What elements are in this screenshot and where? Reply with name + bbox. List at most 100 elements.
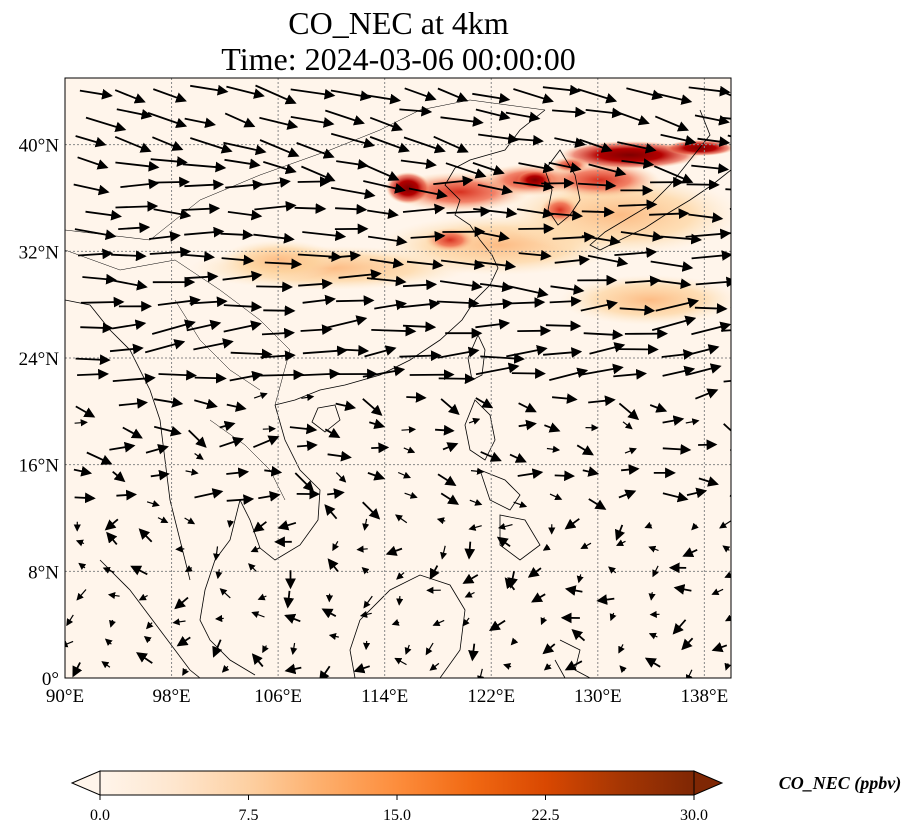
wind-arrow [107,591,120,600]
wind-arrow [622,421,633,430]
lon-tick-label: 90°E [46,686,84,707]
lat-tick-label: 40°N [19,136,60,157]
wind-arrow [325,109,365,126]
wind-arrow [74,419,88,427]
wind-arrow [554,137,586,148]
wind-arrow [259,139,300,158]
wind-arrow [542,543,551,551]
wind-arrow [691,321,731,336]
wind-arrow [297,440,318,452]
wind-arrow [549,493,563,500]
wind-arrow [672,619,687,635]
wind-arrow [479,281,513,293]
wind-arrow [118,398,148,409]
wind-arrow [153,208,192,220]
wind-arrow [733,282,774,283]
wind-arrow [517,468,544,480]
wind-arrow [219,420,236,432]
wind-arrow [79,88,113,100]
wind-arrow [74,228,117,241]
wind-arrow [655,297,700,312]
wind-arrow [543,663,552,671]
wind-arrow [697,136,731,147]
wind-arrow [283,590,295,609]
wind-arrow [157,295,201,307]
wind-arrow [576,574,584,584]
wind-arrow [215,569,223,580]
wind-arrow [250,545,261,553]
wind-arrow [468,417,481,425]
wind-arrow [138,593,148,601]
wind-arrow [330,132,375,149]
wind-arrow [399,105,433,117]
wind-arrow [224,158,261,170]
wind-arrow [371,325,417,337]
wind-arrow [577,179,617,191]
wind-arrow [685,228,731,240]
wind-arrow [400,158,437,170]
wind-arrow [686,179,720,191]
wind-arrow [506,344,548,358]
wind-arrow [510,637,519,646]
wind-arrow [406,392,427,403]
wind-arrow [367,208,399,220]
wind-arrow [649,208,690,220]
wind-arrow [174,596,189,610]
lon-tick-label: 98°E [152,686,190,707]
wind-arrow [253,392,268,400]
wind-arrow [475,108,511,121]
wind-arrow [724,614,731,622]
wind-arrow [475,362,520,376]
wind-arrow [472,298,514,310]
map-title-line2: Time: 2024-03-06 00:00:00 [221,41,576,77]
longitude-tick-labels: 90°E 98°E 106°E 114°E 122°E 130°E 138°E [46,686,728,707]
wind-arrow [544,422,561,433]
wind-arrow [75,135,107,148]
wind-arrow [262,425,276,433]
wind-arrow [403,136,446,154]
wind-arrow [462,617,470,627]
wind-arrow [302,294,336,306]
wind-arrow [440,259,486,271]
wind-arrow [324,427,341,439]
wind-arrow [215,614,224,623]
wind-arrow [226,401,247,412]
wind-arrow [194,398,218,410]
wind-arrow [264,258,303,270]
wind-arrow [300,324,333,336]
wind-arrow [194,452,204,460]
wind-arrow [644,521,653,529]
wind-arrow [364,345,397,358]
wind-arrow [477,183,514,196]
wind-arrow [220,229,254,241]
wind-arrow [338,269,382,280]
wind-arrow [367,235,408,247]
wind-arrow [436,297,480,309]
wind-arrow [399,350,442,362]
wind-arrow [114,89,146,104]
wind-arrow [284,613,301,624]
colorbar-tick-label: 30.0 [680,807,708,824]
wind-arrow [654,115,689,132]
wind-arrow [326,315,368,329]
wind-arrow [662,491,689,503]
wind-arrow [688,212,724,223]
wind-arrow [503,663,512,670]
wind-arrow [474,230,510,242]
wind-arrow [77,156,109,170]
wind-arrow [660,133,697,146]
wind-arrow [248,563,257,572]
wind-arrow [470,467,485,475]
wind-arrow [109,343,144,355]
wind-arrow [531,592,546,603]
wind-arrow [438,373,476,385]
wind-arrow [391,619,400,626]
wind-arrow [158,369,197,381]
wind-arrow [596,594,615,605]
wind-arrow [576,444,594,456]
wind-arrow [497,522,513,530]
wind-arrow [362,365,406,378]
wind-arrow [722,545,731,553]
wind-arrow [435,424,455,436]
wind-arrow [327,450,352,462]
